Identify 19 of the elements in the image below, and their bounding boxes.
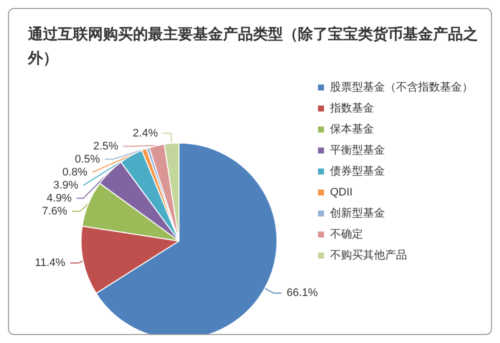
legend-label: 不购买其他产品 — [330, 248, 407, 262]
data-label: 66.1% — [286, 287, 318, 300]
legend-label: QDII — [330, 186, 353, 198]
chart-title: 通过互联网购买的最主要基金产品类型（除了宝宝类货币基金产品之外） — [27, 25, 478, 67]
data-label: 2.4% — [132, 127, 158, 140]
legend-label: 不确定 — [330, 228, 363, 240]
legend-label: 股票型基金（不含指数基金） — [330, 80, 473, 94]
legend-label: 债券型基金 — [330, 164, 385, 178]
data-label: 4.9% — [46, 192, 72, 204]
data-label: 0.5% — [74, 153, 100, 166]
legend-label: 指数基金 — [329, 102, 374, 114]
data-label: 11.4% — [34, 257, 66, 270]
data-label: 3.9% — [53, 179, 79, 192]
data-label: 0.8% — [62, 166, 88, 178]
data-label: 2.5% — [93, 140, 118, 152]
data-label: 7.6% — [42, 205, 68, 218]
legend-label: 平衡型基金 — [330, 144, 385, 156]
legend-label: 创新型基金 — [330, 206, 385, 220]
legend-label: 保本基金 — [330, 122, 374, 136]
